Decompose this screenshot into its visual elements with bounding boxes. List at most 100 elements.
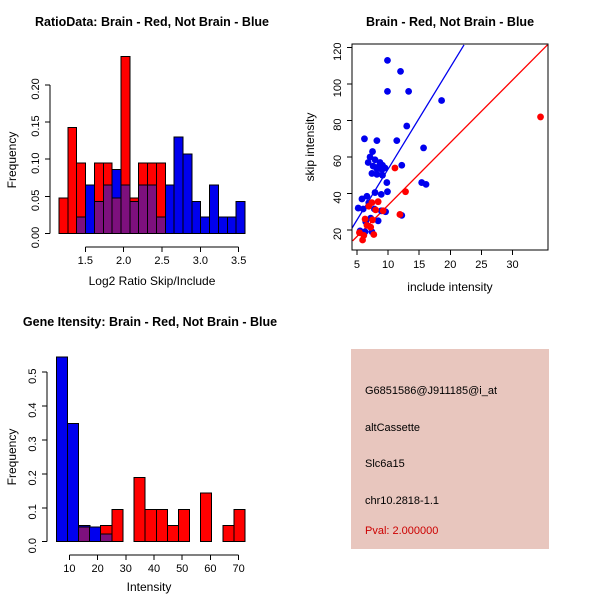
ratio-histogram-panel: RatioData: Brain - Red, Not Brain - Blue… xyxy=(5,15,269,288)
scatter-point-not-brain xyxy=(371,156,379,164)
histogram-bar xyxy=(235,201,246,234)
x-tick-label: 2.5 xyxy=(154,255,169,267)
x-tick-label: 15 xyxy=(413,259,425,271)
histogram-bar xyxy=(182,153,193,234)
ratio-histogram-ylabel: Frequency xyxy=(5,132,19,189)
scatter-point-not-brain xyxy=(403,122,411,130)
scatter-title: Brain - Red, Not Brain - Blue xyxy=(366,15,534,29)
ratio-histogram-title: RatioData: Brain - Red, Not Brain - Blue xyxy=(35,15,269,29)
histogram-bar xyxy=(67,126,78,234)
scatter-point-brain xyxy=(402,188,409,196)
x-tick-label: 25 xyxy=(475,259,487,271)
scatter-point-not-brain xyxy=(383,179,391,186)
x-tick-label: 3.0 xyxy=(193,255,208,267)
x-tick-label: 3.5 xyxy=(231,255,246,267)
histogram-bar xyxy=(111,508,124,543)
scatter-point-brain xyxy=(391,164,399,172)
locus-text: chr10.2818-1.1 xyxy=(365,495,439,507)
gene-name-text: Slc6a15 xyxy=(365,458,405,470)
x-tick-label: 50 xyxy=(176,563,188,575)
x-tick-label: 20 xyxy=(444,259,456,271)
x-tick-label: 10 xyxy=(382,259,394,271)
y-tick-label: 0.4 xyxy=(27,402,39,417)
histogram-bar xyxy=(144,508,157,543)
scatter-point-not-brain xyxy=(384,87,391,95)
x-tick-label: 20 xyxy=(91,563,103,575)
scatter-point-not-brain xyxy=(393,137,401,145)
scatter-point-brain xyxy=(361,215,369,223)
scatter-point-not-brain xyxy=(422,180,430,188)
histogram-bar-overlap xyxy=(100,533,113,543)
scatter-plot-area: 5 10 15 20 25 30 20 40 60 80 100 120 xyxy=(332,42,549,271)
histogram-bar xyxy=(166,524,179,543)
histogram-bar xyxy=(173,136,184,234)
scatter-point-not-brain xyxy=(371,189,379,196)
y-tick-label: 0.2 xyxy=(27,470,39,485)
scatter-point-brain xyxy=(379,207,387,215)
scatter-point-brain xyxy=(372,206,380,214)
info-panel: G6851586@J911185@i_at altCassette Slc6a1… xyxy=(351,349,549,549)
scatter-point-not-brain xyxy=(397,67,404,75)
y-tick-label: 0.0 xyxy=(27,538,39,553)
scatter-point-not-brain xyxy=(358,195,366,203)
scatter-point-not-brain xyxy=(369,148,376,155)
scatter-point-not-brain xyxy=(366,153,374,161)
scatter-panel: Brain - Red, Not Brain - Blue include in… xyxy=(303,15,549,294)
y-tick-label: 0.10 xyxy=(30,152,42,173)
histogram-bar-overlap xyxy=(155,216,166,235)
scatter-point-not-brain xyxy=(373,170,381,178)
scatter-point-not-brain xyxy=(374,217,382,225)
x-tick-label: 70 xyxy=(232,563,244,575)
histogram-bar xyxy=(200,492,213,543)
gene-histogram-plot-area: 0.0 0.1 0.2 0.3 0.4 0.5 10 20 30 40 50 60 70 xyxy=(27,356,246,575)
histogram-bar-overlap xyxy=(102,184,113,234)
x-tick-label: 30 xyxy=(120,563,132,575)
event-type-text: altCassette xyxy=(365,422,421,434)
histogram-bar xyxy=(55,356,68,543)
histogram-bar-overlap xyxy=(129,201,140,234)
probe-id-text: G6851586@J911185@i_at xyxy=(365,385,498,397)
histogram-bar xyxy=(155,508,168,543)
scatter-point-not-brain xyxy=(364,159,372,166)
scatter-point-not-brain xyxy=(359,205,367,213)
x-tick-label: 5 xyxy=(354,259,360,271)
gene-histogram-panel: Gene Itensity: Brain - Red, Not Brain - … xyxy=(5,315,277,594)
scatter-point-not-brain xyxy=(373,137,381,145)
scatter-point-not-brain xyxy=(384,188,391,196)
y-tick-label: 0.1 xyxy=(27,504,39,519)
scatter-point-brain xyxy=(374,198,382,206)
scatter-xlabel: include intensity xyxy=(407,280,492,294)
scatter-point-not-brain xyxy=(363,192,371,200)
scatter-point-brain xyxy=(396,211,404,218)
gene-histogram-ylabel: Frequency xyxy=(5,429,19,486)
histogram-bar xyxy=(222,524,235,543)
scatter-point-brain xyxy=(537,113,544,121)
x-tick-label: 60 xyxy=(204,563,216,575)
scatter-point-not-brain xyxy=(405,87,413,95)
ratio-histogram-plot-area: 0.00 0.05 0.10 0.15 0.20 1.5 2.0 2.5 3.0 3.5 xyxy=(30,56,246,267)
histogram-bar-overlap xyxy=(147,184,157,234)
y-tick-label: 0.3 xyxy=(27,436,39,451)
scatter-point-not-brain xyxy=(384,57,391,64)
histogram-bar-overlap xyxy=(76,216,87,235)
scatter-point-not-brain xyxy=(420,144,427,152)
gene-histogram-title: Gene Itensity: Brain - Red, Not Brain - … xyxy=(23,315,277,329)
y-tick-label: 0.00 xyxy=(30,227,42,248)
scatter-point-brain xyxy=(359,236,366,244)
plot-box xyxy=(351,43,549,251)
scatter-point-not-brain xyxy=(378,166,386,174)
scatter-point-not-brain xyxy=(377,190,385,198)
y-tick-label: 0.15 xyxy=(30,115,42,136)
histogram-bar xyxy=(85,184,95,234)
scatter-ylabel: skip intensity xyxy=(303,113,317,182)
x-tick-label: 30 xyxy=(506,259,518,271)
y-tick-label: 20 xyxy=(332,228,344,240)
scatter-point-not-brain xyxy=(438,97,445,104)
histogram-bar xyxy=(133,476,146,543)
y-tick-label: 120 xyxy=(332,42,344,60)
scatter-point-not-brain xyxy=(379,171,386,179)
scatter-point-brain xyxy=(370,231,378,238)
scatter-point-not-brain xyxy=(361,135,368,143)
histogram-bar xyxy=(226,216,237,235)
